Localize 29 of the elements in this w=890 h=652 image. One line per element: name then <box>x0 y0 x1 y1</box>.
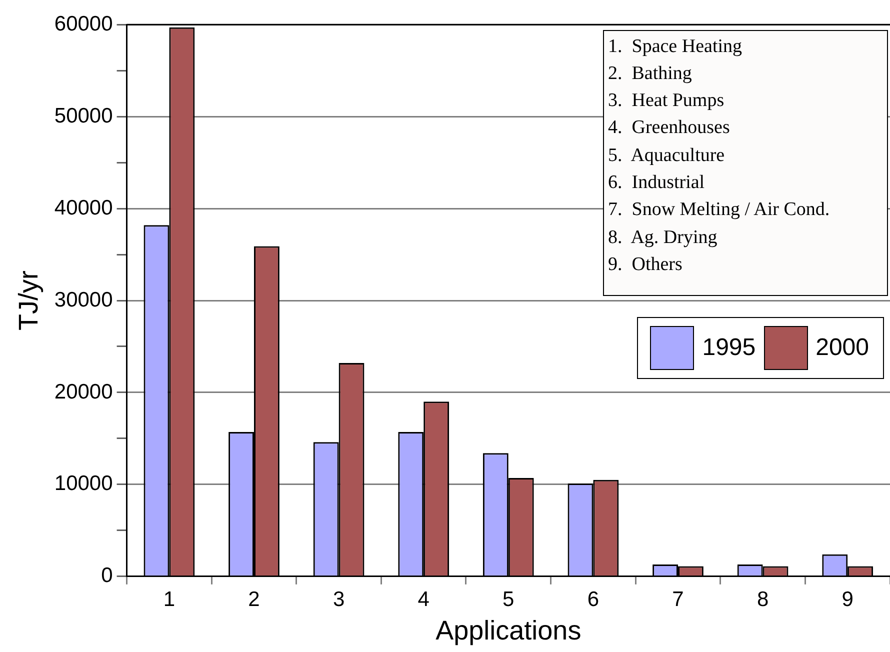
annotation: 7. Snow Melting / Air Cond. <box>607 198 831 222</box>
y-tick-label: 50000 <box>54 104 113 128</box>
x-tick-label: 7 <box>672 588 684 611</box>
annotation: 4. Greenhouses <box>607 116 731 140</box>
y-axis-title: TJ/yr <box>14 270 44 330</box>
x-tick-label: 1 <box>163 588 176 611</box>
y-tick-label: 30000 <box>54 288 113 312</box>
x-tick-label: 2 <box>248 588 260 611</box>
annotation: 5. Aquaculture <box>607 144 726 168</box>
annotation: 3. Heat Pumps <box>607 89 726 114</box>
legend-label: 2000 <box>816 334 869 362</box>
y-tick-label: 40000 <box>54 196 113 220</box>
annotation: 1. Space Heating <box>607 34 744 59</box>
annotation: 2. Bathing <box>607 62 693 86</box>
y-tick-label: 10000 <box>54 472 113 496</box>
x-tick-label: 6 <box>587 588 600 611</box>
x-axis-title: Applications <box>436 615 582 646</box>
annotation: 6. Industrial <box>607 171 706 196</box>
x-tick-label: 3 <box>332 588 345 611</box>
annotation: 8. Ag. Drying <box>607 226 718 250</box>
y-tick-label: 0 <box>101 564 113 588</box>
x-tick-label: 4 <box>418 588 430 611</box>
y-tick-label: 20000 <box>54 380 113 404</box>
y-tick-label: 60000 <box>54 12 113 36</box>
annotation: 9. Others <box>607 252 684 277</box>
x-tick-label: 5 <box>502 588 514 611</box>
x-tick-label: 8 <box>756 588 769 611</box>
x-tick-label: 9 <box>842 588 854 611</box>
legend-label: 1995 <box>702 334 756 362</box>
